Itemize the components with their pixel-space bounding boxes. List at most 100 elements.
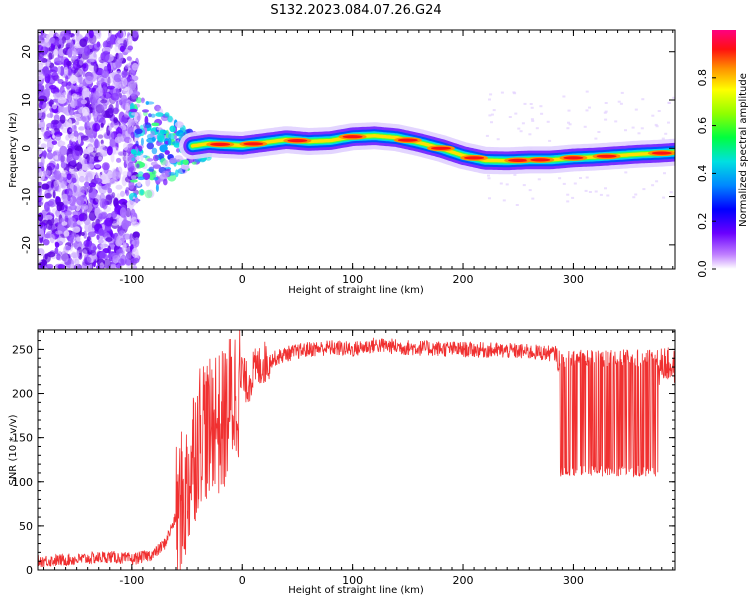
background-speckle [637, 132, 641, 135]
spectrogram-y-tick-label: -20 [20, 236, 33, 254]
noise-blob [67, 217, 77, 228]
noise-blob [104, 41, 112, 48]
noise-blob [39, 116, 45, 123]
noise-blob [119, 207, 127, 218]
ridge-core [530, 158, 551, 162]
background-speckle [539, 105, 543, 108]
noise-blob [91, 97, 98, 109]
noise-blob [57, 185, 61, 193]
noise-blob [99, 143, 105, 155]
noise-blob [117, 30, 124, 39]
background-speckle [672, 96, 675, 99]
background-speckle [508, 116, 512, 118]
spectrogram-y-tick-label: 20 [20, 45, 33, 59]
noise-blob [56, 235, 66, 245]
noise-blob [111, 211, 118, 219]
noise-blob [42, 110, 46, 120]
noise-blob [69, 204, 77, 211]
background-speckle [487, 177, 491, 180]
noise-blob [71, 231, 77, 239]
background-speckle [654, 123, 658, 126]
background-speckle [540, 112, 544, 115]
noise-blob [57, 65, 61, 75]
background-speckle [624, 129, 627, 132]
ridge-core [563, 156, 584, 160]
noise-blob [59, 141, 66, 146]
noise-blob [76, 196, 85, 206]
background-speckle [669, 191, 673, 194]
noise-blob [94, 138, 99, 149]
noise-blob [38, 139, 41, 145]
noise-blob [123, 39, 128, 49]
background-speckle [617, 100, 621, 103]
noise-blob [39, 219, 44, 229]
noise-blob [83, 256, 92, 264]
noise-blob [38, 201, 44, 207]
noise-blob [125, 102, 131, 112]
clutter-blob [151, 122, 160, 127]
noise-blob [46, 251, 56, 258]
noise-blob [100, 82, 108, 88]
noise-blob [97, 134, 104, 139]
spectrogram-y-label: Frequency (Hz) [8, 112, 19, 188]
background-speckle [664, 132, 668, 135]
background-speckle [619, 102, 623, 105]
noise-blob [97, 239, 104, 244]
background-speckle [562, 95, 566, 98]
colorbar-label: Normalized spectral amplitude [738, 73, 749, 227]
background-speckle [487, 174, 490, 177]
background-speckle [661, 137, 665, 140]
noise-blob [58, 153, 62, 161]
noise-blob [38, 45, 44, 51]
noise-blob [38, 100, 47, 109]
background-speckle [571, 196, 575, 199]
snr-y-tick-label: 200 [12, 388, 33, 401]
noise-blob [55, 230, 63, 235]
noise-blob [103, 65, 108, 72]
background-speckle [568, 123, 572, 126]
background-speckle [588, 106, 591, 109]
noise-blob [113, 197, 119, 207]
snr-line [38, 330, 675, 570]
noise-blob [79, 135, 89, 141]
noise-blob [115, 100, 119, 112]
noise-blob [111, 192, 116, 199]
spectrogram-y-ticks: -20 -10 0 10 20 [20, 31, 675, 265]
noise-blob [45, 233, 49, 239]
noise-blob [111, 171, 121, 180]
noise-blob [56, 163, 60, 170]
background-speckle [604, 102, 608, 104]
clutter-blob [140, 137, 144, 146]
background-speckle [522, 184, 526, 187]
noise-blob [49, 233, 55, 244]
noise-blob [114, 43, 123, 54]
noise-blob [78, 150, 82, 155]
background-speckle [599, 193, 603, 196]
snr-frame [37, 329, 676, 571]
clutter-blob [153, 154, 159, 162]
noise-blob [46, 61, 51, 67]
clutter-blob [150, 161, 158, 166]
noise-blob [65, 134, 70, 141]
clutter-blob [167, 137, 172, 146]
noise-blob [98, 213, 103, 220]
noise-blob [72, 59, 81, 71]
noise-blob [79, 59, 83, 66]
ridge-core [431, 146, 451, 150]
noise-blob [79, 38, 88, 48]
noise-blob [102, 85, 107, 96]
spectrogram-x-ticks: -100 0 100 200 300 [43, 30, 674, 286]
noise-blob [57, 224, 62, 232]
noise-blob [53, 38, 61, 46]
noise-blob [52, 92, 62, 99]
ridge-core [596, 154, 617, 158]
background-speckle [502, 199, 506, 202]
clutter-blob [146, 137, 156, 144]
background-speckle [606, 194, 610, 197]
clutter-blob [174, 121, 184, 128]
noise-blob [84, 96, 90, 107]
noise-blob [94, 163, 101, 169]
noise-blob [131, 247, 139, 258]
noise-blob [67, 48, 73, 58]
